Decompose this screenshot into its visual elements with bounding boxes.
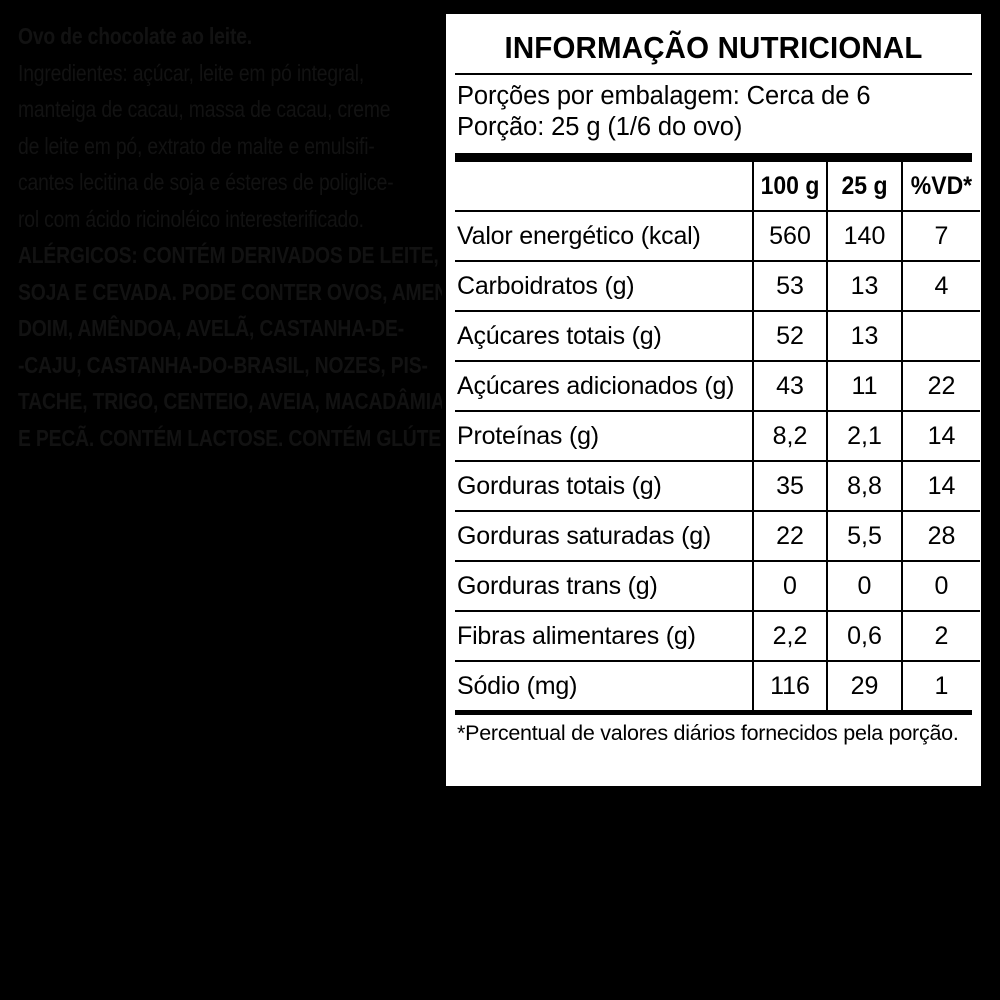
nutrient-value-serving: 5,5	[826, 511, 902, 562]
nutrient-value-serving: 13	[826, 311, 902, 362]
nutrient-value-dv: 14	[901, 411, 980, 462]
nutrient-value-100g: 22	[752, 511, 827, 562]
ingredients-line: rol com ácido ricinoléico interesterific…	[18, 205, 364, 232]
nutrient-value-serving: 0,6	[826, 611, 902, 662]
panel-title: INFORMAÇÃO NUTRICIONAL	[504, 30, 923, 65]
nutrient-label: Gorduras totais (g)	[455, 461, 753, 512]
table-row: Proteínas (g) 8,2 2,1 14	[455, 411, 980, 462]
nutrient-label: Gorduras saturadas (g)	[455, 511, 753, 562]
dv-footnote: *Percentual de valores diários fornecido…	[457, 721, 959, 745]
nutrient-value-100g: 116	[752, 661, 827, 710]
column-header-serving: 25 g	[829, 162, 899, 212]
product-name: Ovo de chocolate ao leite.	[18, 23, 252, 49]
nutrient-label: Carboidratos (g)	[455, 261, 753, 312]
title-divider	[455, 73, 972, 75]
column-header-dv: %VD*	[904, 162, 977, 212]
nutrient-value-serving: 140	[826, 211, 902, 262]
nutrient-value-dv: 2	[901, 611, 980, 662]
nutrient-value-serving: 0	[826, 561, 902, 612]
table-row: Valor energético (kcal) 560 140 7	[455, 211, 980, 262]
table-row: Sódio (mg) 116 29 1	[455, 661, 980, 710]
nutrient-label: Gorduras trans (g)	[455, 561, 753, 612]
package-ingredients-block: Ovo de chocolate ao leite. Ingredientes:…	[18, 18, 460, 456]
nutrient-label: Açúcares totais (g)	[455, 311, 753, 362]
nutrient-value-serving: 11	[826, 361, 902, 412]
nutrient-value-dv: 4	[901, 261, 980, 312]
allergens-line: -CAJU, CASTANHA-DO-BRASIL, NOZES, PIS-	[18, 351, 428, 378]
nutrient-value-dv	[901, 311, 980, 362]
nutrient-value-100g: 53	[752, 261, 827, 312]
nutrient-value-100g: 2,2	[752, 611, 827, 662]
table-row: Gorduras trans (g) 0 0 0	[455, 561, 980, 612]
table-row: Açúcares totais (g) 52 13	[455, 311, 980, 362]
allergens-line: SOJA E CEVADA. PODE CONTER OVOS, AMEN-	[18, 278, 455, 305]
nutrient-value-dv: 7	[901, 211, 980, 262]
nutrient-value-serving: 2,1	[826, 411, 902, 462]
column-header-nutrient	[466, 162, 742, 212]
header-thick-divider	[455, 153, 972, 162]
nutrient-value-100g: 35	[752, 461, 827, 512]
servings-block: Porções por embalagem: Cerca de 6 Porção…	[455, 75, 972, 147]
table-row: Fibras alimentares (g) 2,2 0,6 2	[455, 611, 980, 662]
ingredients-line: de leite em pó, extrato de malte e emuls…	[18, 132, 375, 159]
servings-per-package: Porções por embalagem: Cerca de 6	[457, 82, 871, 110]
nutrient-label: Proteínas (g)	[455, 411, 753, 462]
serving-size: Porção: 25 g (1/6 do ovo)	[457, 113, 743, 141]
nutrition-table-body: Valor energético (kcal) 560 140 7 Carboi…	[455, 211, 980, 710]
nutrient-value-100g: 8,2	[752, 411, 827, 462]
allergens-paragraph: ALÉRGICOS: CONTÉM DERIVADOS DE LEITE, SO…	[18, 237, 460, 456]
nutrient-value-serving: 13	[826, 261, 902, 312]
allergens-line: DOIM, AMÊNDOA, AVELÃ, CASTANHA-DE-	[18, 315, 405, 341]
table-header-row: 100 g 25 g %VD*	[455, 162, 980, 212]
allergens-line: ALÉRGICOS: CONTÉM DERIVADOS DE LEITE,	[18, 242, 439, 268]
nutrient-value-100g: 43	[752, 361, 827, 412]
column-header-100g: 100 g	[755, 162, 825, 212]
allergens-line: E PECÃ. CONTÉM LACTOSE. CONTÉM GLÚTEN.	[18, 424, 460, 451]
nutrient-value-dv: 22	[901, 361, 980, 412]
allergens-line: TACHE, TRIGO, CENTEIO, AVEIA, MACADÂMIA	[18, 388, 445, 414]
nutrient-value-dv: 1	[901, 661, 980, 710]
nutrition-table: 100 g 25 g %VD* Valor energético (kcal) …	[455, 162, 980, 710]
footnote-divider	[455, 710, 972, 715]
nutrient-label: Fibras alimentares (g)	[455, 611, 753, 662]
table-row: Gorduras totais (g) 35 8,8 14	[455, 461, 980, 512]
ingredients-line: cantes lecitina de soja e ésteres de pol…	[18, 169, 394, 195]
nutrient-value-serving: 8,8	[826, 461, 902, 512]
nutrient-label: Sódio (mg)	[457, 671, 578, 700]
nutrient-value-dv: 14	[901, 461, 980, 512]
table-row: Gorduras saturadas (g) 22 5,5 28	[455, 511, 980, 562]
nutrient-value-serving: 29	[826, 661, 902, 710]
ingredients-line: Ingredientes: açúcar, leite em pó integr…	[18, 59, 365, 86]
nutrient-value-dv: 0	[901, 561, 980, 612]
table-row: Açúcares adicionados (g) 43 11 22	[455, 361, 980, 412]
ingredients-line: manteiga de cacau, massa de cacau, creme	[18, 96, 391, 122]
nutrition-facts-panel: INFORMAÇÃO NUTRICIONAL Porções por embal…	[442, 10, 985, 790]
nutrient-label: Valor energético (kcal)	[455, 211, 753, 262]
ingredients-paragraph: Ingredientes: açúcar, leite em pó integr…	[18, 55, 440, 238]
nutrient-value-100g: 560	[752, 211, 827, 262]
nutrient-value-100g: 52	[752, 311, 827, 362]
nutrient-label: Açúcares adicionados (g)	[455, 361, 753, 412]
nutrient-value-dv: 28	[901, 511, 980, 562]
table-row: Carboidratos (g) 53 13 4	[455, 261, 980, 312]
nutrient-value-100g: 0	[752, 561, 827, 612]
